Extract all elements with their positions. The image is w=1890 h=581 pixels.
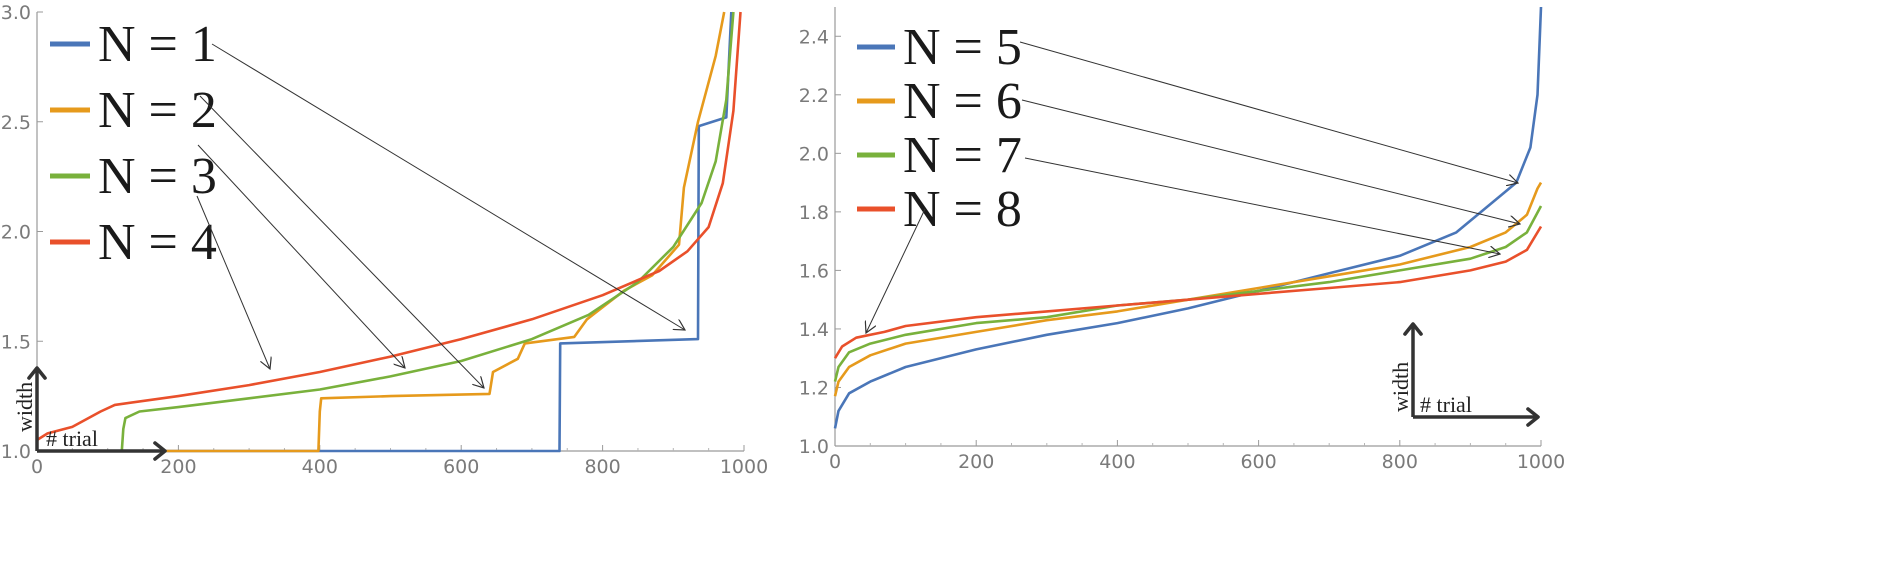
y-tick-label: 2.0 — [799, 143, 829, 165]
y-tick-label: 3.0 — [1, 2, 31, 24]
annotation-arrow-1-3 — [197, 144, 405, 368]
series-line-n2 — [37, 11, 726, 453]
x-tick-label: 800 — [1382, 451, 1418, 473]
legend-label-n8: N = 8 — [903, 181, 1022, 238]
x-axis-label: # trial — [46, 426, 98, 451]
x-tick-label: 200 — [160, 456, 196, 478]
y-tick-label: 2.5 — [1, 112, 31, 134]
y-tick-label: 1.0 — [799, 436, 829, 458]
annotation-arrow-2-1 — [1019, 41, 1518, 183]
legend-label-n1: N = 1 — [98, 16, 217, 73]
legend-label-n4: N = 4 — [98, 214, 217, 271]
series-line-n4 — [36, 11, 742, 442]
y-tick-label: 1.5 — [1, 331, 31, 353]
y-tick-label: 2.4 — [799, 26, 829, 48]
x-tick-label: 200 — [958, 451, 994, 473]
y-tick-label: 1.6 — [799, 260, 829, 282]
x-tick-label: 0 — [829, 451, 841, 473]
x-tick-label: 600 — [1240, 451, 1276, 473]
y-tick-label: 1.8 — [799, 202, 829, 224]
y-tick-label: 2.0 — [1, 222, 31, 244]
legend-label-n7: N = 7 — [903, 127, 1022, 184]
y-tick-label: 2.2 — [799, 85, 829, 107]
annotation-arrow-1-1 — [211, 43, 685, 330]
legend-label-n5: N = 5 — [903, 19, 1022, 76]
annotation-arrow-2-4 — [866, 208, 926, 333]
y-tick-label: 1.2 — [799, 377, 829, 399]
y-axis-label: width — [12, 382, 37, 432]
y-axis-label: width — [1388, 362, 1413, 412]
series-line-n1 — [37, 11, 733, 453]
x-axis-label: # trial — [1420, 392, 1472, 417]
legend-label-n6: N = 6 — [903, 73, 1022, 130]
x-tick-label: 1000 — [720, 456, 768, 478]
x-tick-label: 0 — [31, 456, 43, 478]
x-tick-label: 800 — [584, 456, 620, 478]
annotation-arrow-2-2 — [1021, 99, 1520, 224]
y-tick-label: 1.4 — [799, 319, 829, 341]
annotation-arrow-1-2 — [199, 95, 484, 388]
annotation-arrow-2-3 — [1024, 157, 1500, 254]
series-line-n8 — [833, 225, 1543, 359]
legend-label-n2: N = 2 — [98, 82, 217, 139]
x-tick-label: 400 — [302, 456, 338, 478]
y-tick-label: 1.0 — [1, 441, 31, 463]
series-line-n3 — [37, 11, 735, 453]
x-tick-label: 1000 — [1517, 451, 1565, 473]
x-tick-label: 600 — [443, 456, 479, 478]
legend-label-n3: N = 3 — [98, 148, 217, 205]
annotation-arrow-1-4 — [196, 195, 270, 369]
x-tick-label: 400 — [1099, 451, 1135, 473]
